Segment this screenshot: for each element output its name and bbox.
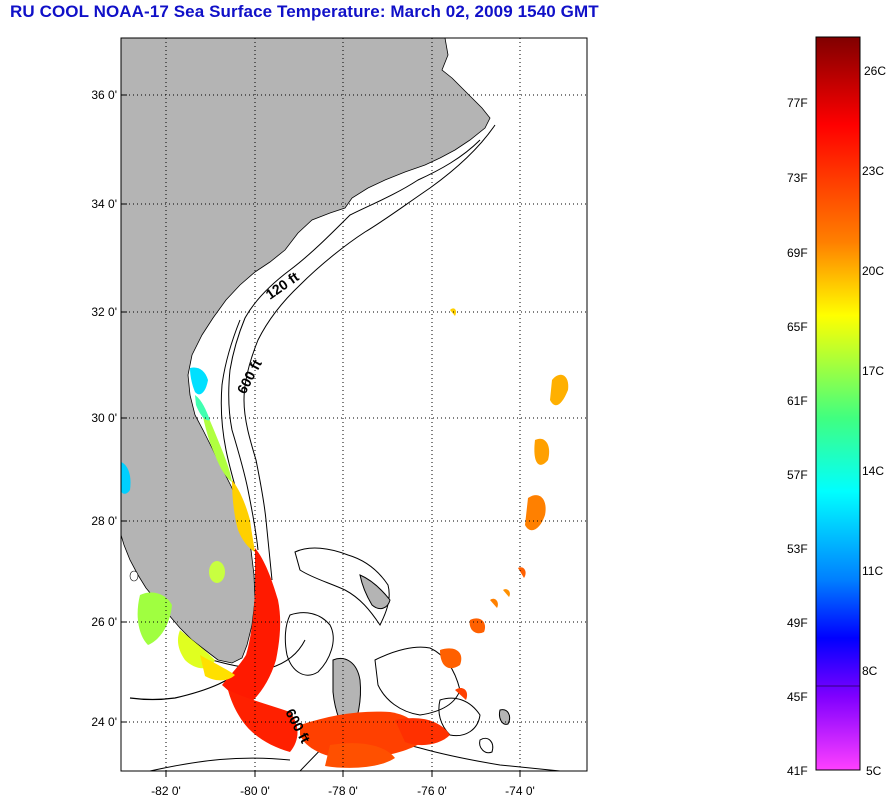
map-frame	[120, 37, 588, 772]
sst-data-layer	[121, 308, 569, 768]
colorbar-f-label: 73F	[787, 171, 808, 185]
map-title: RU COOL NOAA-17 Sea Surface Temperature:…	[10, 2, 599, 21]
colorbar-f-label: 49F	[787, 616, 808, 630]
colorbar-c-label: 8C	[862, 664, 878, 678]
colorbar-c-label: 20C	[862, 264, 885, 278]
lat-label: 26 0'	[91, 615, 117, 629]
colorbar-f-label: 65F	[787, 320, 808, 334]
lake-okeechobee	[209, 561, 225, 583]
colorbar-c-label: 11C	[862, 564, 884, 578]
frame-ticks	[121, 94, 521, 777]
colorbar-c-label: 23C	[862, 164, 885, 178]
isobath-contours	[211, 124, 496, 669]
colorbar-f-label: 77F	[787, 96, 808, 110]
colorbar-f-label: 61F	[787, 394, 808, 408]
small-lake	[129, 570, 139, 582]
lat-label: 30 0'	[91, 411, 117, 425]
colorbar-f-label: 53F	[787, 542, 808, 556]
lon-label: -76 0'	[417, 784, 447, 798]
colorbar-f-label: 57F	[787, 468, 808, 482]
colorbar-c-label: 5C	[866, 764, 882, 778]
colorbar-c-label: 26C	[864, 64, 887, 78]
lat-label: 36 0'	[91, 88, 117, 102]
lon-label: -74 0'	[505, 784, 535, 798]
lat-label: 32 0'	[91, 305, 117, 319]
lat-label: 24 0'	[91, 715, 117, 729]
lon-label: -78 0'	[328, 784, 358, 798]
temperature-colorbar	[815, 36, 861, 771]
colorbar-c-label: 14C	[862, 464, 885, 478]
lon-label: -82 0'	[151, 784, 181, 798]
colorbar-f-label: 41F	[787, 764, 808, 778]
colorbar-f-label: 69F	[787, 246, 808, 260]
colorbar-c-label: 17C	[862, 364, 885, 378]
lat-label: 34 0'	[91, 197, 117, 211]
lat-label: 28 0'	[91, 514, 117, 528]
lon-label: -80 0'	[240, 784, 270, 798]
lat-lon-grid	[121, 38, 587, 771]
us-land-mass	[121, 38, 491, 664]
colorbar-f-label: 45F	[787, 690, 808, 704]
